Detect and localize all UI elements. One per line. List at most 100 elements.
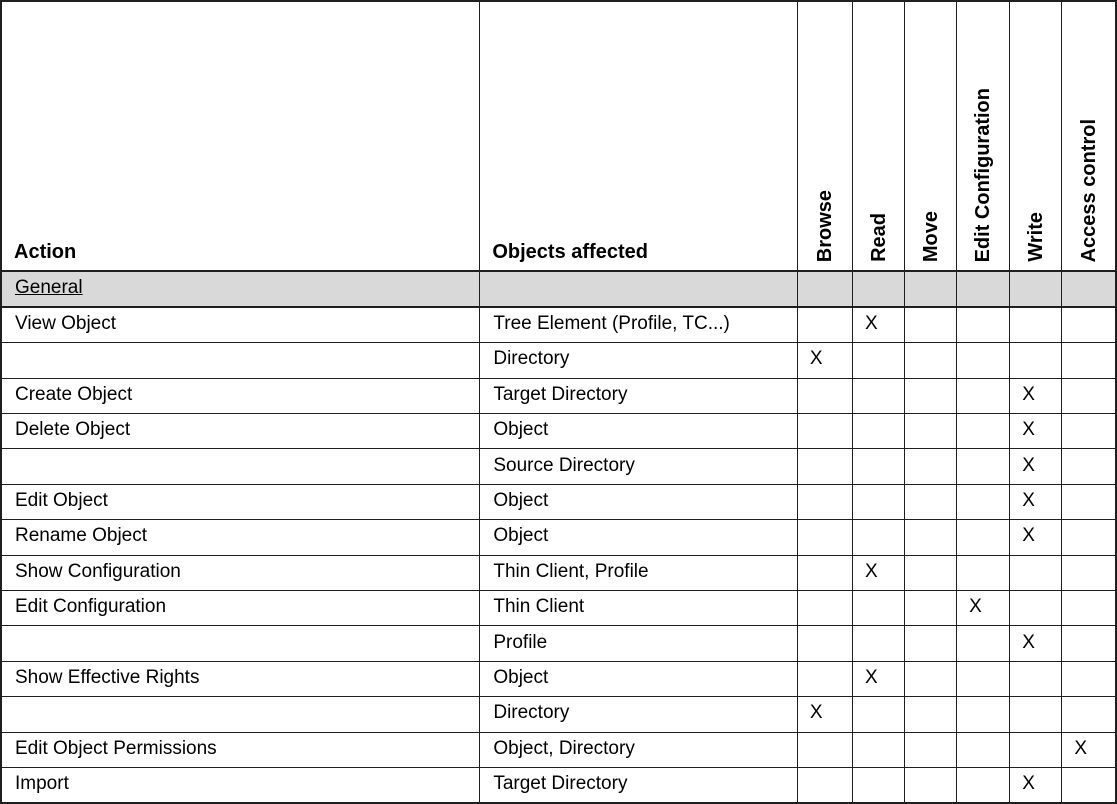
mark-cell-write bbox=[1009, 554, 1063, 592]
mark-cell-edit-configuration bbox=[956, 413, 1011, 450]
section-empty-cell bbox=[479, 269, 798, 309]
mark-cell-access-control: X bbox=[1061, 731, 1117, 768]
mark-cell-write bbox=[1009, 696, 1063, 733]
mark-cell-browse: X bbox=[796, 342, 854, 379]
mark-cell-browse bbox=[796, 377, 854, 415]
objects-cell: Object bbox=[479, 483, 798, 521]
mark-cell-read bbox=[851, 696, 906, 733]
action-column-header: Action bbox=[0, 0, 481, 272]
column-header-browse: Browse bbox=[796, 0, 854, 272]
objects-cell: Object bbox=[479, 660, 798, 698]
mark-cell-access-control bbox=[1061, 766, 1117, 804]
mark-cell-browse bbox=[796, 448, 854, 485]
action-cell bbox=[0, 696, 481, 733]
table-row: View Object Tree Element (Profile, TC...… bbox=[0, 306, 1117, 344]
mark-cell-write: X bbox=[1009, 766, 1063, 804]
mark-cell-move bbox=[904, 660, 958, 698]
mark-cell-browse: X bbox=[796, 696, 854, 733]
mark-cell-move bbox=[904, 590, 958, 627]
mark-cell-browse bbox=[796, 554, 854, 592]
mark-cell-write: X bbox=[1009, 625, 1063, 662]
mark-cell-read: X bbox=[851, 660, 906, 698]
objects-cell: Object bbox=[479, 413, 798, 450]
mark-cell-browse bbox=[796, 483, 854, 521]
objects-cell: Target Directory bbox=[479, 377, 798, 415]
mark-cell-move bbox=[904, 554, 958, 592]
mark-cell-read bbox=[851, 731, 906, 768]
mark-cell-edit-configuration bbox=[956, 696, 1011, 733]
objects-cell: Object, Directory bbox=[479, 731, 798, 768]
action-cell: Edit Object Permissions bbox=[0, 731, 481, 768]
table-body: General View Object Tree Element (Profil… bbox=[0, 269, 1117, 804]
mark-cell-read bbox=[851, 590, 906, 627]
mark-cell-edit-configuration bbox=[956, 448, 1011, 485]
section-empty-cell bbox=[796, 269, 854, 309]
mark-cell-browse bbox=[796, 519, 854, 556]
action-cell: Create Object bbox=[0, 377, 481, 415]
mark-cell-read bbox=[851, 448, 906, 485]
column-header-read: Read bbox=[851, 0, 906, 272]
mark-cell-move bbox=[904, 519, 958, 556]
column-header-move: Move bbox=[904, 0, 958, 272]
mark-cell-edit-configuration bbox=[956, 342, 1011, 379]
mark-cell-access-control bbox=[1061, 342, 1117, 379]
objects-cell: Target Directory bbox=[479, 766, 798, 804]
table-row: Show Configuration Thin Client, Profile … bbox=[0, 554, 1117, 592]
table-row: Create Object Target Directory X bbox=[0, 377, 1117, 415]
mark-cell-access-control bbox=[1061, 554, 1117, 592]
mark-cell-move bbox=[904, 377, 958, 415]
mark-cell-access-control bbox=[1061, 696, 1117, 733]
mark-cell-edit-configuration bbox=[956, 483, 1011, 521]
action-cell: Show Effective Rights bbox=[0, 660, 481, 698]
mark-cell-move bbox=[904, 306, 958, 344]
section-empty-cell bbox=[1061, 269, 1117, 309]
mark-cell-write bbox=[1009, 342, 1063, 379]
table-row: Show Effective Rights Object X bbox=[0, 660, 1117, 698]
mark-cell-access-control bbox=[1061, 660, 1117, 698]
table-row: Edit Object Object X bbox=[0, 483, 1117, 521]
mark-cell-edit-configuration bbox=[956, 660, 1011, 698]
mark-cell-read bbox=[851, 625, 906, 662]
table-row: Source Directory X bbox=[0, 448, 1117, 485]
mark-cell-move bbox=[904, 342, 958, 379]
objects-cell: Directory bbox=[479, 342, 798, 379]
action-cell bbox=[0, 625, 481, 662]
mark-cell-access-control bbox=[1061, 625, 1117, 662]
section-empty-cell bbox=[851, 269, 906, 309]
mark-cell-move bbox=[904, 413, 958, 450]
mark-cell-browse bbox=[796, 413, 854, 450]
action-cell bbox=[0, 448, 481, 485]
mark-cell-move bbox=[904, 625, 958, 662]
column-header-move-label: Move bbox=[919, 210, 942, 262]
mark-cell-edit-configuration bbox=[956, 731, 1011, 768]
mark-cell-edit-configuration bbox=[956, 519, 1011, 556]
action-cell: View Object bbox=[0, 306, 481, 344]
objects-cell: Thin Client, Profile bbox=[479, 554, 798, 592]
mark-cell-edit-configuration bbox=[956, 766, 1011, 804]
objects-cell: Directory bbox=[479, 696, 798, 733]
action-cell: Rename Object bbox=[0, 519, 481, 556]
mark-cell-browse bbox=[796, 731, 854, 768]
objects-cell: Profile bbox=[479, 625, 798, 662]
action-cell: Edit Object bbox=[0, 483, 481, 521]
column-header-access-control: Access control bbox=[1061, 0, 1117, 272]
table-row: Edit Configuration Thin Client X bbox=[0, 590, 1117, 627]
mark-cell-browse bbox=[796, 766, 854, 804]
table-row: Delete Object Object X bbox=[0, 413, 1117, 450]
mark-cell-write: X bbox=[1009, 377, 1063, 415]
mark-cell-edit-configuration bbox=[956, 625, 1011, 662]
column-header-write: Write bbox=[1009, 0, 1063, 272]
mark-cell-access-control bbox=[1061, 590, 1117, 627]
objects-cell: Thin Client bbox=[479, 590, 798, 627]
mark-cell-read: X bbox=[851, 306, 906, 344]
column-header-write-label: Write bbox=[1024, 212, 1047, 262]
section-empty-cell bbox=[1009, 269, 1063, 309]
column-header-read-label: Read bbox=[867, 213, 890, 262]
mark-cell-read bbox=[851, 377, 906, 415]
mark-cell-write bbox=[1009, 306, 1063, 344]
mark-cell-browse bbox=[796, 590, 854, 627]
section-empty-cell bbox=[956, 269, 1011, 309]
table-row: Rename Object Object X bbox=[0, 519, 1117, 556]
objects-cell: Tree Element (Profile, TC...) bbox=[479, 306, 798, 344]
action-cell: Import bbox=[0, 766, 481, 804]
